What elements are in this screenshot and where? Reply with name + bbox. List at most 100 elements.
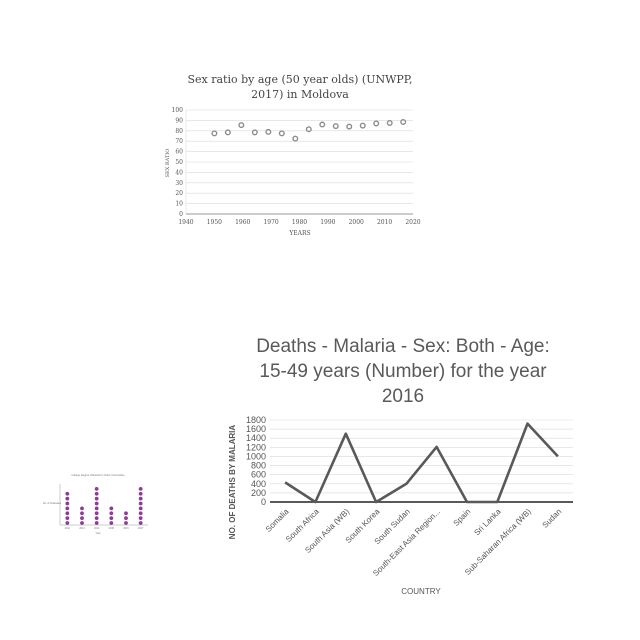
chart3-title: College Degree Obtained in Other Univers… bbox=[71, 473, 125, 477]
chart1-x-tick: 1960 bbox=[235, 219, 250, 226]
chart1-point bbox=[211, 130, 218, 137]
chart3-dot bbox=[65, 511, 70, 516]
chart1-y-tick: 20 bbox=[175, 190, 183, 197]
chart2-series-line bbox=[284, 422, 559, 504]
chart2-x-tick: Spain bbox=[452, 507, 473, 528]
chart2-y-tick: 800 bbox=[251, 461, 266, 471]
chart3-dot bbox=[94, 486, 99, 491]
chart3-dot bbox=[124, 516, 128, 521]
chart1-point bbox=[332, 123, 339, 130]
chart3-dot bbox=[80, 521, 84, 525]
chart3-dot bbox=[94, 501, 99, 506]
chart1-data-points bbox=[211, 118, 407, 142]
chart3-dot bbox=[94, 521, 99, 525]
chart3-x-tick: 2017 bbox=[138, 527, 144, 530]
chart3-dot bbox=[80, 511, 84, 516]
chart3-dot bbox=[138, 491, 143, 496]
chart1-x-tick: 1970 bbox=[263, 219, 278, 226]
chart3-x-tick: 2016 bbox=[123, 527, 129, 530]
chart3-dot bbox=[65, 516, 70, 521]
chart3-dot bbox=[138, 506, 143, 511]
chart2-y-tick: 1000 bbox=[246, 451, 266, 461]
sex-ratio-chart: Sex ratio by age (50 year olds) (UNWPP, … bbox=[165, 73, 421, 237]
chart1-point bbox=[319, 121, 326, 128]
chart1-y-axis-label: SEX RATIO bbox=[165, 149, 171, 178]
chart1-y-tick: 70 bbox=[175, 138, 183, 145]
chart1-y-tick: 90 bbox=[175, 117, 183, 124]
chart1-point bbox=[278, 130, 285, 137]
chart3-dot bbox=[138, 516, 143, 521]
chart3-dot bbox=[94, 506, 99, 511]
chart2-series bbox=[284, 422, 559, 504]
chart1-y-tick-labels: 0 10 20 30 40 50 60 70 80 90 100 bbox=[172, 107, 184, 218]
chart3-dot bbox=[124, 521, 128, 525]
chart1-x-tick: 2010 bbox=[377, 219, 392, 226]
chart1-x-axis-label: YEARS bbox=[288, 230, 310, 237]
chart1-point bbox=[251, 129, 258, 136]
chart1-title-line1: Sex ratio by age (50 year olds) (UNWPP, bbox=[188, 73, 413, 86]
chart2-x-tick: Sudan bbox=[541, 507, 564, 530]
chart3-dot bbox=[138, 496, 143, 501]
chart1-x-tick: 1980 bbox=[292, 219, 307, 226]
chart1-point bbox=[305, 126, 312, 133]
college-degree-chart: College Degree Obtained in Other Univers… bbox=[43, 473, 148, 535]
chart3-dot bbox=[109, 506, 114, 511]
chart1-y-tick: 30 bbox=[175, 180, 183, 187]
malaria-deaths-chart: Deaths - Malaria - Sex: Both - Age: 15-4… bbox=[228, 336, 573, 596]
chart1-x-tick: 1990 bbox=[320, 219, 335, 226]
chart3-dot bbox=[138, 501, 143, 506]
chart2-x-tick: Somalia bbox=[264, 507, 291, 534]
chart1-y-tick: 60 bbox=[175, 149, 183, 156]
chart2-x-axis-label: COUNTRY bbox=[401, 587, 441, 596]
chart1-gridlines bbox=[185, 109, 413, 215]
chart1-point bbox=[373, 120, 380, 127]
chart2-y-tick: 600 bbox=[251, 470, 266, 480]
chart3-x-tick: 2013 bbox=[79, 527, 85, 530]
chart3-y-axis-label: No. of Graduates bbox=[43, 502, 62, 505]
chart2-title-line3: 2016 bbox=[382, 386, 424, 407]
chart3-dot bbox=[65, 506, 70, 511]
chart1-x-tick: 1950 bbox=[207, 219, 222, 226]
chart1-y-tick: 100 bbox=[172, 107, 184, 114]
chart3-dot bbox=[138, 521, 143, 525]
chart3-dot bbox=[65, 521, 70, 525]
chart3-dot bbox=[94, 491, 99, 496]
chart2-y-tick: 200 bbox=[251, 488, 266, 498]
chart3-dot bbox=[94, 496, 99, 501]
chart1-point bbox=[224, 129, 231, 136]
chart1-y-tick: 10 bbox=[175, 201, 183, 208]
chart3-x-tick: 2012 bbox=[65, 527, 71, 530]
chart2-y-tick: 1400 bbox=[246, 433, 266, 443]
chart3-axes bbox=[59, 484, 148, 526]
chart2-gridlines bbox=[270, 419, 573, 503]
chart1-point bbox=[238, 122, 245, 129]
chart3-dot bbox=[109, 511, 114, 516]
chart1-point bbox=[292, 135, 299, 142]
chart2-y-axis-label: NO. OF DEATHS BY MALARIA bbox=[228, 425, 237, 540]
chart3-dot bbox=[65, 501, 70, 506]
chart1-y-tick: 0 bbox=[179, 211, 183, 218]
chart1-x-tick: 1940 bbox=[178, 219, 193, 226]
chart2-title-line2: 15-49 years (Number) for the year bbox=[259, 361, 547, 382]
chart2-x-tick: Sri Lanka bbox=[472, 507, 503, 538]
chart3-x-axis-label: Year bbox=[95, 531, 100, 535]
chart3-dot bbox=[138, 486, 143, 491]
chart2-y-tick: 1800 bbox=[246, 415, 266, 425]
chart1-x-tick: 2000 bbox=[349, 219, 364, 226]
chart3-dot bbox=[124, 511, 128, 516]
chart3-dot bbox=[80, 516, 84, 521]
chart1-y-tick: 80 bbox=[175, 128, 183, 135]
chart1-point bbox=[386, 119, 393, 126]
chart3-x-tick: 2014 bbox=[94, 527, 100, 530]
chart3-dot bbox=[80, 506, 84, 511]
chart3-x-tick-labels: 2012 2013 2014 2015 2016 2017 bbox=[65, 527, 144, 530]
chart1-y-tick: 50 bbox=[175, 159, 183, 166]
chart3-dot bbox=[109, 521, 114, 525]
chart3-dot bbox=[65, 496, 70, 501]
chart2-y-tick: 400 bbox=[251, 479, 266, 489]
chart1-point bbox=[265, 128, 272, 135]
chart3-x-tick: 2015 bbox=[109, 527, 115, 530]
